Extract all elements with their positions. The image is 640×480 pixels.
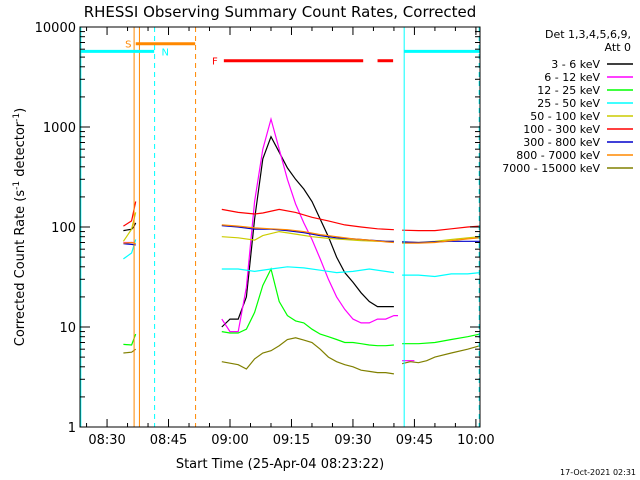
y-tick-label-4: 10000 — [35, 21, 76, 36]
legend-header-line1: Det 1,3,4,5,6,9, — [545, 28, 631, 41]
series-3-segment-2 — [402, 272, 481, 278]
series-8-segment-2 — [401, 345, 481, 365]
y-axis-label-sup2: -1 — [12, 113, 22, 122]
series-0 — [123, 135, 394, 328]
series-5-segment-2 — [402, 225, 481, 232]
y-tick-label-1: 10 — [59, 321, 76, 336]
y-axis-label-mid: detector — [13, 121, 28, 181]
x-tick-label-3: 09:15 — [273, 433, 310, 448]
series-4-segment-1 — [221, 230, 394, 242]
chart-title: RHESSI Observing Summary Count Rates, Co… — [84, 3, 477, 21]
series-2-segment-1 — [221, 267, 394, 347]
series-3-segment-1 — [221, 266, 394, 274]
y-axis: 1 10 100 1000 10000 — [35, 21, 480, 436]
x-tick-label-6: 10:00 — [457, 433, 494, 448]
y-tick-label-0: 1 — [68, 421, 76, 436]
legend-label-4: 50 - 100 keV — [530, 110, 600, 123]
series-layer — [122, 116, 481, 375]
y-tick-label-2: 100 — [51, 221, 76, 236]
legend-label-5: 100 - 300 keV — [523, 123, 600, 136]
legend-label-8: 7000 - 15000 keV — [502, 162, 600, 175]
x-tick-label-2: 09:00 — [211, 433, 248, 448]
series-0-segment-1 — [221, 135, 394, 328]
interval-label-1: N — [162, 47, 169, 58]
series-1-segment-1 — [221, 116, 398, 333]
series-7-segment-1 — [221, 224, 394, 244]
y-axis-label-sup1: -1 — [12, 181, 22, 190]
legend-label-3: 25 - 50 keV — [537, 97, 600, 110]
interval-label-2: F — [212, 57, 218, 68]
interval-label-0: S — [125, 40, 131, 51]
x-tick-label-1: 08:45 — [150, 433, 187, 448]
y-axis-label-end: ) — [13, 108, 28, 113]
x-axis-label: Start Time (25-Apr-04 08:23:22) — [176, 457, 384, 472]
legend-header-line2: Att 0 — [605, 41, 631, 54]
legend-label-1: 6 - 12 keV — [544, 71, 600, 84]
y-tick-label-3: 1000 — [43, 121, 76, 136]
interval-layer: S N F — [80, 40, 480, 68]
footer-timestamp: 17-Oct-2021 02:31 — [560, 468, 636, 477]
legend-label-6: 300 - 800 keV — [523, 136, 600, 149]
x-tick-label-5: 09:45 — [396, 433, 433, 448]
series-0-segment-0 — [123, 222, 137, 232]
y-axis-label: Corrected Count Rate (s-1 detector-1) — [12, 108, 28, 346]
series-2-segment-2 — [402, 333, 481, 345]
x-tick-label-0: 08:30 — [88, 433, 125, 448]
legend-label-0: 3 - 6 keV — [551, 58, 600, 71]
series-8-segment-1 — [221, 337, 394, 375]
y-axis-label-main: Corrected Count Rate (s — [13, 190, 28, 347]
series-7-segment-2 — [402, 237, 481, 244]
x-tick-label-4: 09:30 — [334, 433, 371, 448]
series-5-segment-1 — [221, 208, 394, 231]
legend-label-7: 800 - 7000 keV — [516, 149, 600, 162]
x-axis: 08:30 08:45 09:00 09:15 09:30 09:45 10:00 — [86, 27, 495, 448]
legend-label-2: 12 - 25 keV — [537, 84, 600, 97]
